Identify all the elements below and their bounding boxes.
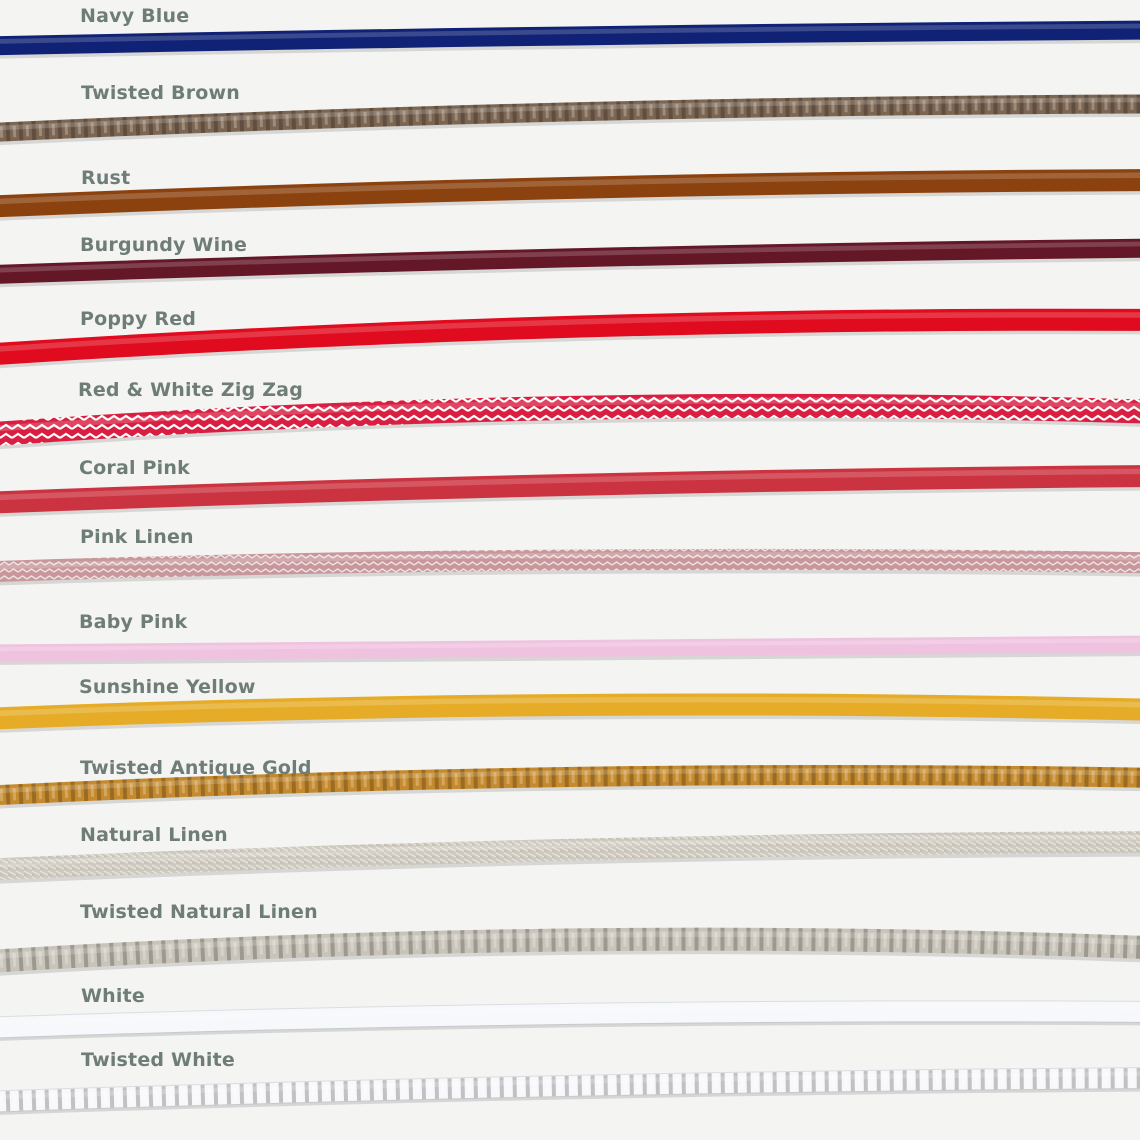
cable-baby-pink [0, 635, 1140, 665]
cable-label-red-white-zig-zag: Red & White Zig Zag [78, 379, 303, 401]
cable-twisted-antique-gold [0, 764, 1140, 809]
cable-label-white: White [81, 985, 145, 1007]
cable-rust [0, 169, 1140, 221]
cable-pink-linen [0, 548, 1140, 586]
cable-white [0, 1000, 1140, 1041]
cable-twisted-brown [0, 94, 1140, 146]
cable-label-baby-pink: Baby Pink [79, 611, 188, 633]
cable-twisted-white [0, 1067, 1140, 1115]
cable-burgundy-wine [0, 238, 1140, 288]
cable-natural-linen [0, 831, 1140, 884]
cable-label-twisted-antique-gold: Twisted Antique Gold [80, 757, 312, 779]
cable-sunshine-yellow [0, 693, 1140, 733]
cable-twisted-natural-linen [0, 927, 1140, 976]
cable-label-burgundy-wine: Burgundy Wine [80, 234, 248, 256]
cable-label-natural-linen: Natural Linen [80, 824, 228, 846]
cable-label-navy-blue: Navy Blue [80, 5, 190, 27]
cable-label-twisted-brown: Twisted Brown [81, 82, 241, 104]
cable-label-poppy-red: Poppy Red [80, 308, 197, 330]
cable-red-white-zig-zag [0, 393, 1140, 450]
cable-label-twisted-white: Twisted White [81, 1049, 235, 1071]
cable-label-coral-pink: Coral Pink [79, 457, 190, 479]
cable-label-rust: Rust [81, 167, 131, 189]
cable-coral-pink [0, 465, 1140, 517]
cable-label-sunshine-yellow: Sunshine Yellow [79, 676, 256, 698]
cable-poppy-red [0, 308, 1140, 369]
cable-label-twisted-natural-linen: Twisted Natural Linen [80, 901, 318, 923]
cable-navy-blue [0, 20, 1140, 59]
cable-label-pink-linen: Pink Linen [80, 526, 194, 548]
